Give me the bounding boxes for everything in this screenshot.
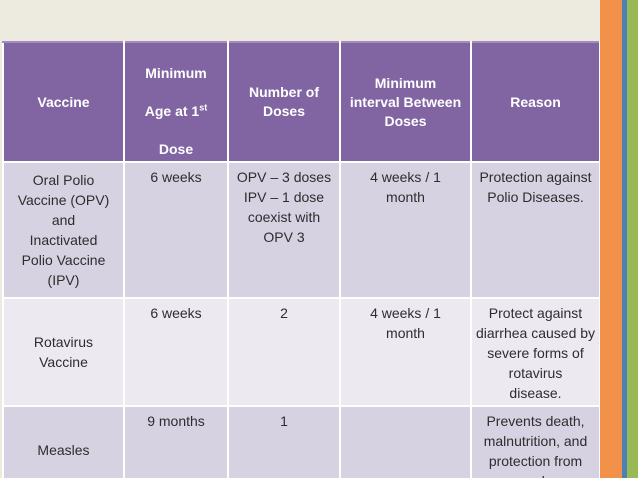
min-age-line1: Minimum bbox=[145, 65, 207, 81]
cell-interval: 4 weeks / 1 month bbox=[339, 161, 472, 299]
cell-doses: 1 bbox=[227, 405, 341, 478]
cell-vaccine: Oral Polio Vaccine (OPV) and Inactivated… bbox=[2, 161, 125, 299]
ordinal-superscript: st bbox=[199, 102, 208, 113]
col-header-number-of-doses: Number of Doses bbox=[227, 41, 341, 163]
min-age-line2: Age at 1 bbox=[144, 103, 200, 119]
deco-stripe-green bbox=[627, 0, 638, 478]
table-header-row: Vaccine Minimum Age at 1st Dose Number o… bbox=[2, 41, 601, 163]
table-row-opv-ipv: Oral Polio Vaccine (OPV) and Inactivated… bbox=[2, 161, 601, 299]
cell-interval bbox=[339, 405, 472, 478]
cell-reason: Protection against Polio Diseases. bbox=[470, 161, 601, 299]
cell-reason: Prevents death, malnutrition, and protec… bbox=[470, 405, 601, 478]
deco-stripe-blue bbox=[622, 0, 627, 478]
table-row-rotavirus: Rotavirus Vaccine 6 weeks 2 4 weeks / 1 … bbox=[2, 297, 601, 407]
cell-reason: Protect against diarrhea caused by sever… bbox=[470, 297, 601, 407]
col-header-vaccine: Vaccine bbox=[2, 41, 125, 163]
cell-vaccine: Rotavirus Vaccine bbox=[2, 297, 125, 407]
cell-vaccine: Measles bbox=[2, 405, 125, 478]
cell-doses: 2 bbox=[227, 297, 341, 407]
cell-min-age: 9 months bbox=[123, 405, 229, 478]
vaccine-schedule-table: Vaccine Minimum Age at 1st Dose Number o… bbox=[2, 41, 601, 478]
table-row-measles: Measles 9 months 1 Prevents death, malnu… bbox=[2, 405, 601, 478]
cell-min-age: 6 weeks bbox=[123, 297, 229, 407]
col-header-min-interval: Minimum interval Between Doses bbox=[339, 41, 472, 163]
cell-min-age: 6 weeks bbox=[123, 161, 229, 299]
deco-stripe-orange bbox=[600, 0, 622, 478]
cell-interval: 4 weeks / 1 month bbox=[339, 297, 472, 407]
col-header-reason: Reason bbox=[470, 41, 601, 163]
col-header-min-age: Minimum Age at 1st Dose bbox=[123, 41, 229, 163]
cell-doses: OPV – 3 doses IPV – 1 dose coexist with … bbox=[227, 161, 341, 299]
min-age-line3: Dose bbox=[158, 141, 194, 157]
